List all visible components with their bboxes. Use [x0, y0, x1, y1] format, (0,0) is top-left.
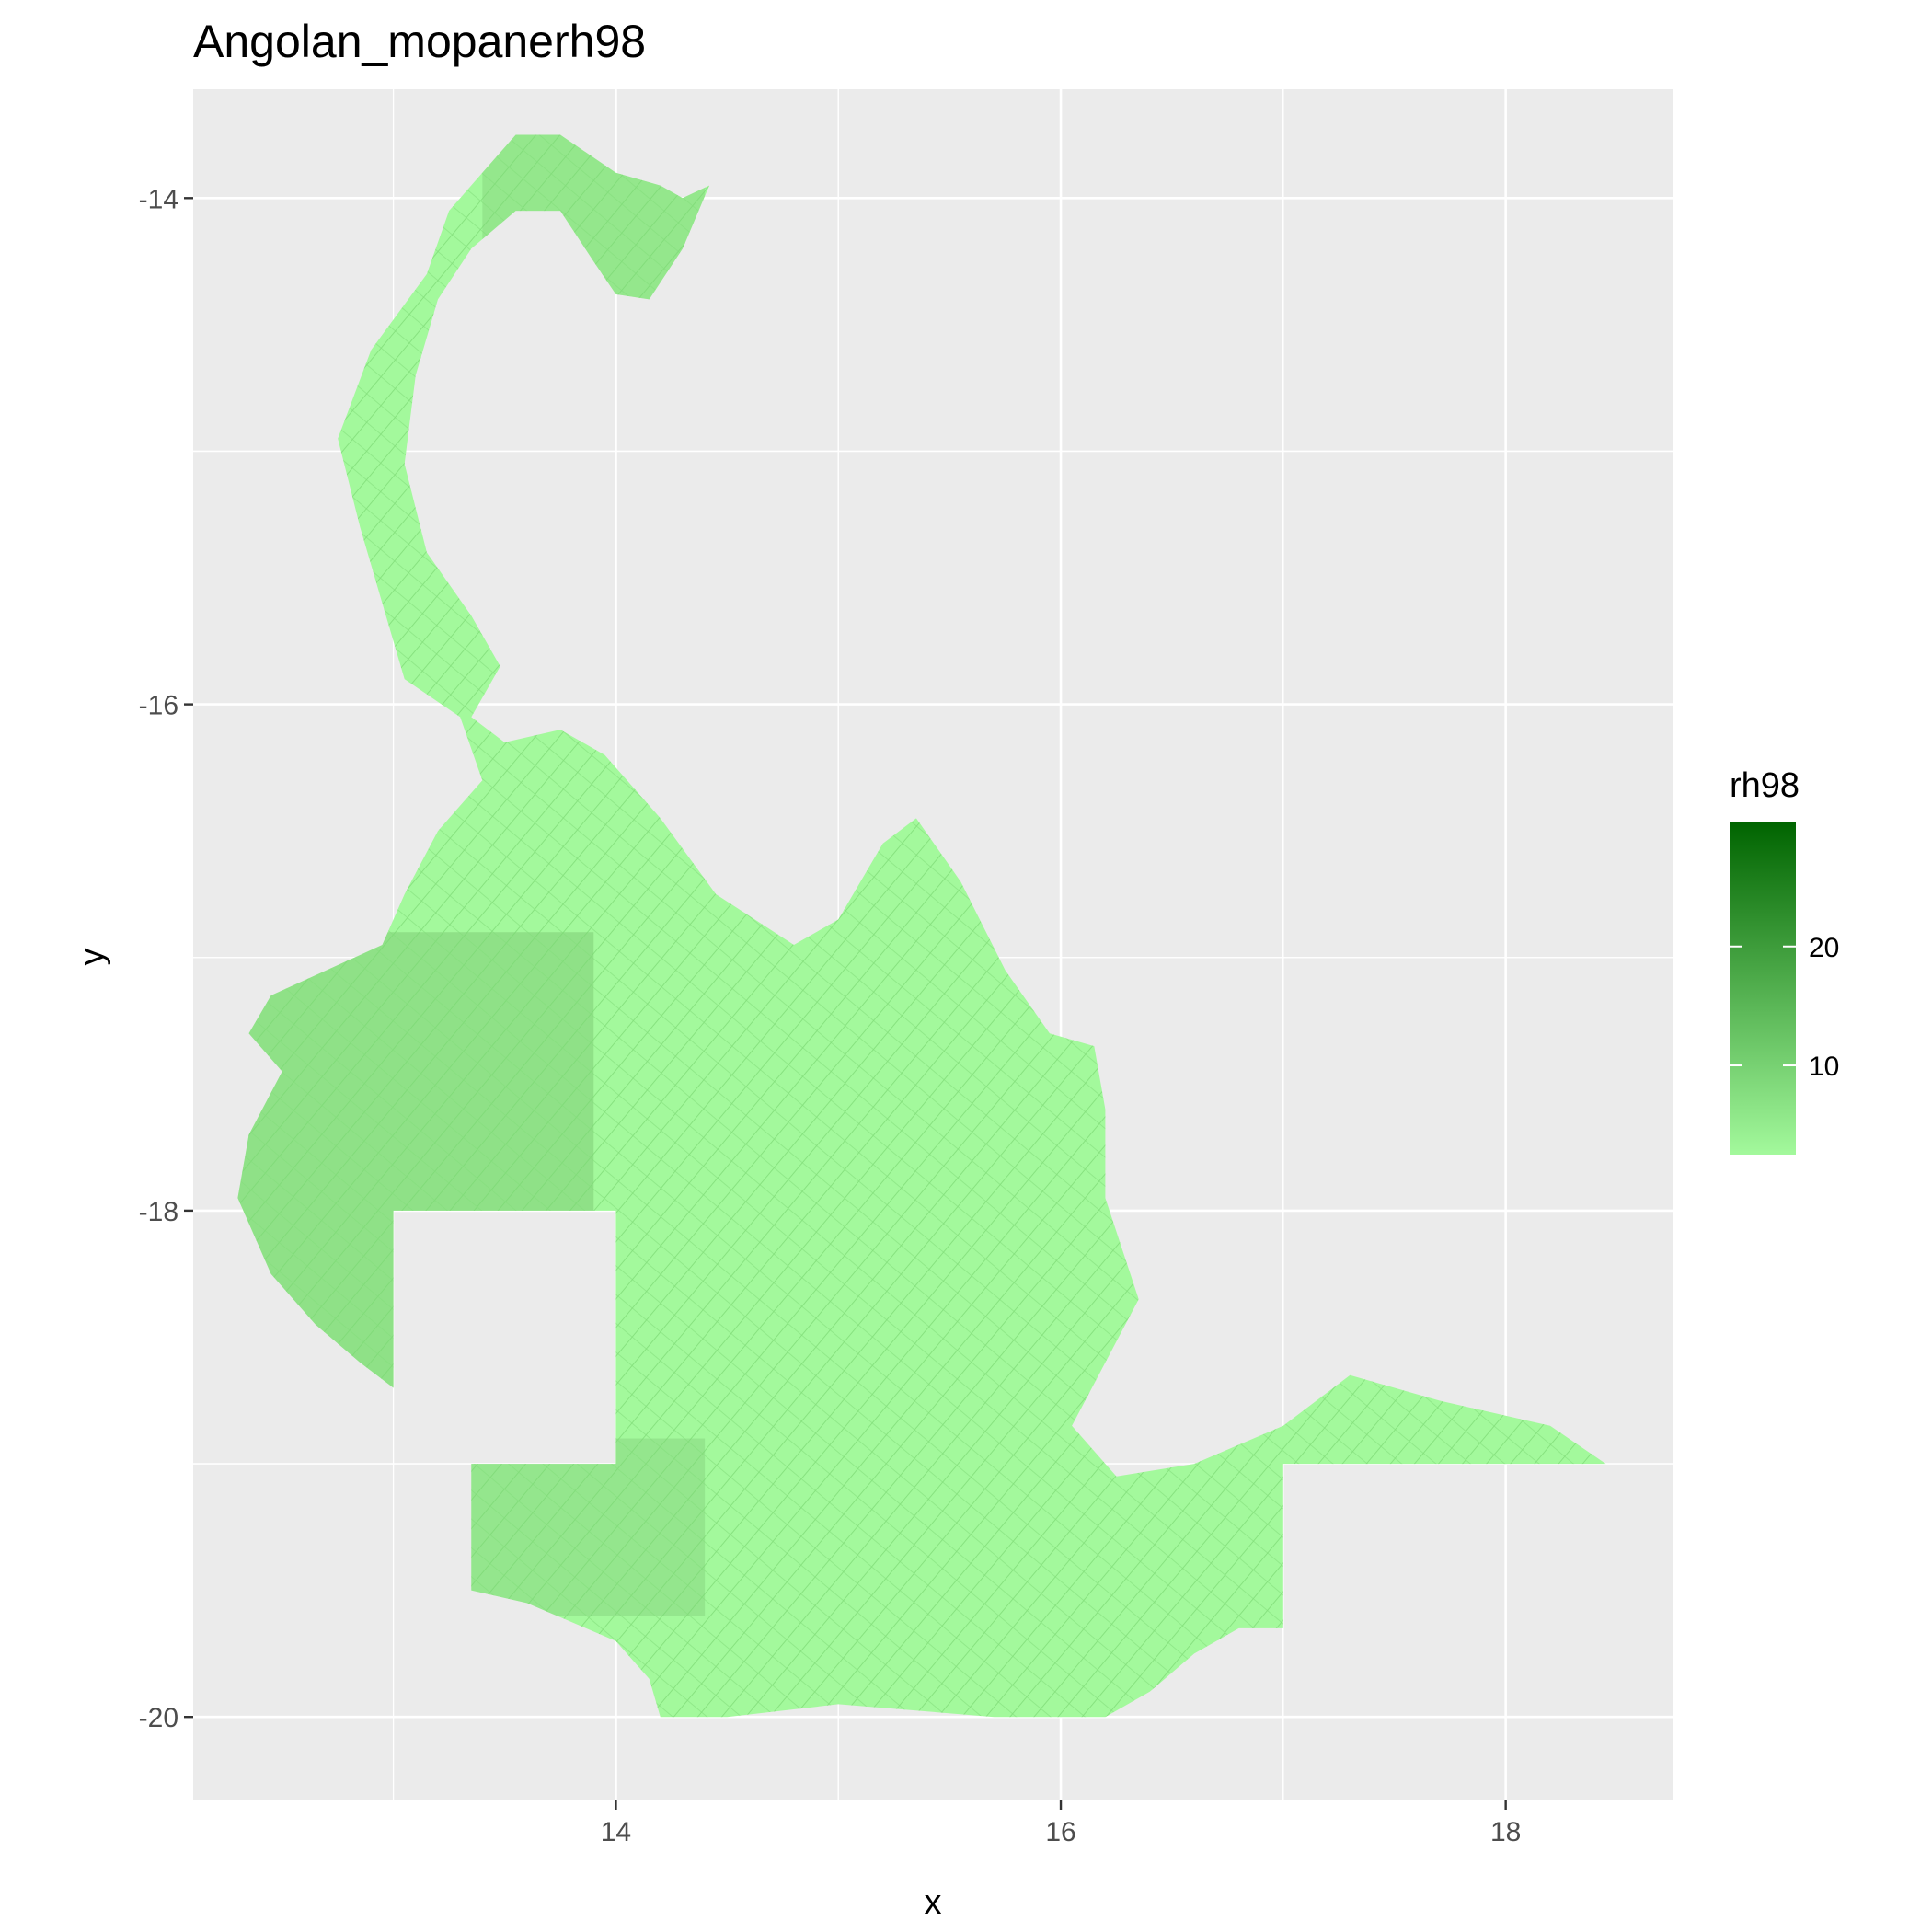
y-tick-label: -14: [139, 184, 178, 214]
legend: rh98 10 20: [1730, 766, 1839, 1155]
legend-colorbar: [1730, 822, 1796, 1155]
legend-tick-label: 20: [1809, 933, 1839, 963]
y-tick-label: -20: [139, 1703, 178, 1733]
y-axis: -14 -16 -18 -20: [139, 184, 193, 1733]
x-tick-label: 16: [1045, 1817, 1075, 1847]
x-axis-title: x: [925, 1883, 942, 1922]
y-tick-label: -18: [139, 1197, 178, 1227]
x-axis: 14 16 18: [601, 1800, 1521, 1847]
y-tick-label: -16: [139, 691, 178, 721]
chart-title: Angolan_mopanerh98: [193, 16, 646, 67]
legend-tick-label: 10: [1809, 1052, 1839, 1082]
x-tick-label: 18: [1490, 1817, 1521, 1847]
x-tick-label: 14: [601, 1817, 631, 1847]
y-axis-title: y: [73, 949, 111, 966]
legend-title: rh98: [1730, 766, 1800, 805]
